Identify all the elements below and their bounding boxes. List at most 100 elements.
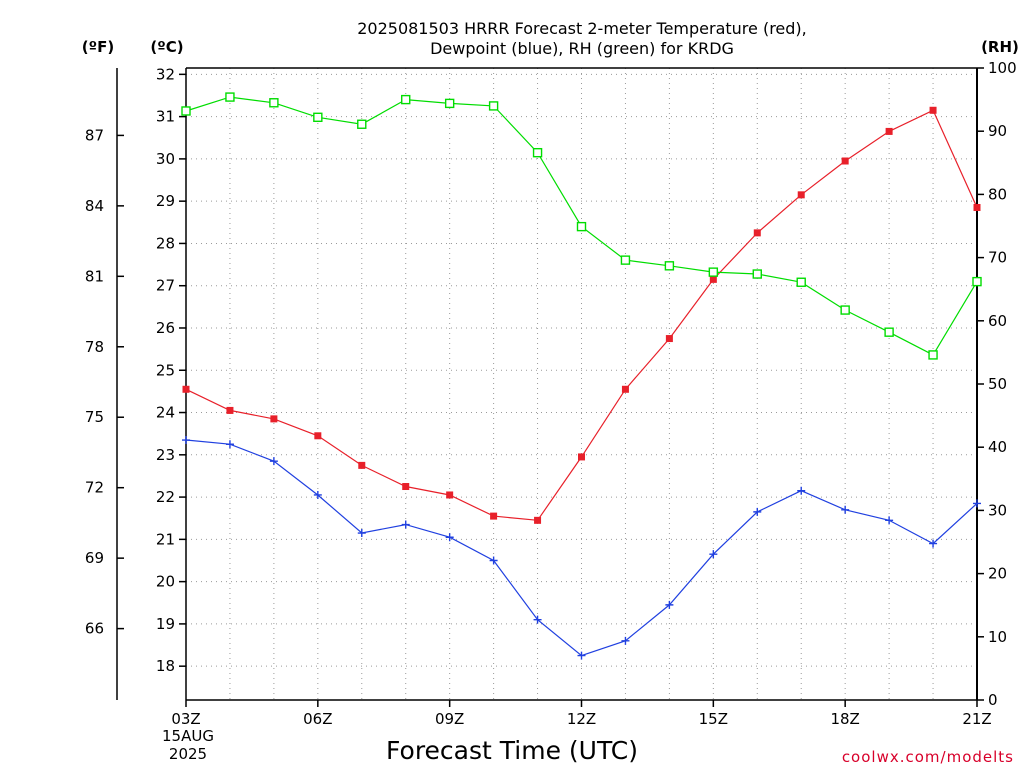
dewpoint-point <box>841 505 850 514</box>
celsius-tick-label: 29 <box>156 192 175 210</box>
x-axis-label: Forecast Time (UTC) <box>386 736 638 765</box>
celsius-tick-label: 24 <box>156 404 175 422</box>
temperature-point <box>534 516 542 524</box>
time-tick-label: 12Z <box>567 710 596 728</box>
time-axis-ticks: 03Z 06Z 09Z 12Z 15Z 18Z 21Z <box>171 700 992 728</box>
time-tick-label: 21Z <box>962 710 991 728</box>
rh-tick-label: 0 <box>988 691 998 709</box>
dewpoint-point <box>709 550 718 559</box>
celsius-tick-label: 27 <box>156 277 175 295</box>
fahrenheit-tick-label: 87 <box>85 126 104 144</box>
rh-tick-label: 40 <box>988 438 1007 456</box>
dewpoint-point <box>489 556 498 565</box>
celsius-axis-ticks: 18 19 20 21 22 23 24 25 26 27 28 29 30 31 32 <box>156 65 186 675</box>
rh-tick-label: 100 <box>988 59 1017 77</box>
credit-text: coolwx.com/modelts <box>842 748 1014 766</box>
temperature-point <box>709 275 717 283</box>
dewpoint-point <box>665 600 674 609</box>
celsius-unit-label: (ºC) <box>150 38 183 56</box>
temperature-point <box>929 106 937 114</box>
temperature-point <box>797 191 805 199</box>
temperature-point <box>841 157 849 165</box>
time-tick-label: 18Z <box>830 710 859 728</box>
chart-title-line-2: Dewpoint (blue), RH (green) for KRDG <box>430 39 734 58</box>
celsius-tick-label: 21 <box>156 530 175 548</box>
fahrenheit-tick-label: 81 <box>85 267 104 285</box>
fahrenheit-axis-ticks: 66 69 72 75 78 81 84 87 <box>85 126 124 638</box>
dewpoint-point <box>269 457 278 466</box>
dewpoint-point <box>313 490 322 499</box>
rh-point <box>752 269 762 279</box>
rh-point <box>664 261 675 271</box>
rh-unit-label: (RH) <box>981 38 1019 56</box>
fahrenheit-tick-label: 84 <box>85 197 104 215</box>
celsius-tick-label: 30 <box>156 150 175 168</box>
temperature-point <box>490 512 498 520</box>
celsius-tick-label: 23 <box>156 446 175 464</box>
rh-tick-label: 50 <box>988 375 1007 393</box>
x-date-label-line-1: 15AUG <box>162 727 214 745</box>
rh-tick-label: 80 <box>988 185 1007 203</box>
temperature-point <box>226 406 234 414</box>
temperature-point <box>578 453 585 461</box>
dewpoint-point <box>753 507 762 516</box>
dewpoint-point <box>929 539 938 548</box>
temperature-point <box>358 461 366 469</box>
dewpoint-point <box>182 436 190 445</box>
celsius-tick-label: 19 <box>156 615 175 633</box>
temperature-point <box>402 483 410 491</box>
time-tick-label: 09Z <box>435 710 464 728</box>
temperature-point <box>885 127 893 135</box>
dewpoint-point <box>797 486 806 495</box>
time-tick-label: 06Z <box>303 710 332 728</box>
rh-tick-label: 30 <box>988 501 1007 519</box>
dewpoint-point <box>225 440 234 449</box>
rh-point <box>225 92 235 102</box>
series-layer <box>181 92 982 660</box>
dewpoint-point <box>577 651 586 660</box>
celsius-tick-label: 22 <box>156 488 175 506</box>
temperature-point <box>621 385 629 393</box>
dewpoint-point <box>973 499 981 508</box>
rh-axis-ticks: 0 10 20 30 40 50 60 70 80 90 100 <box>977 59 1017 709</box>
celsius-tick-label: 18 <box>156 657 175 675</box>
rh-point <box>181 106 191 116</box>
fahrenheit-tick-label: 78 <box>85 338 104 356</box>
fahrenheit-tick-label: 66 <box>85 620 104 638</box>
time-tick-label: 03Z <box>171 710 200 728</box>
fahrenheit-unit-label: (ºF) <box>82 38 114 56</box>
dewpoint-point <box>357 529 366 538</box>
rh-point <box>576 221 587 232</box>
temperature-point <box>182 385 190 393</box>
celsius-tick-label: 20 <box>156 573 175 591</box>
rh-tick-label: 60 <box>988 312 1007 330</box>
temperature-point <box>270 415 278 423</box>
temperature-point <box>314 432 322 440</box>
rh-tick-label: 10 <box>988 628 1007 646</box>
temperature-point <box>665 335 673 343</box>
rh-point <box>840 305 850 315</box>
celsius-tick-label: 31 <box>156 108 175 126</box>
celsius-tick-label: 25 <box>156 361 175 379</box>
rh-point <box>708 267 719 277</box>
time-tick-label: 15Z <box>699 710 728 728</box>
temperature-point <box>446 491 454 499</box>
rh-tick-label: 20 <box>988 565 1007 583</box>
x-date-label-line-2: 2025 <box>169 745 207 763</box>
fahrenheit-tick-label: 72 <box>85 479 104 497</box>
chart-title-line-1: 2025081503 HRRR Forecast 2-meter Tempera… <box>357 19 807 38</box>
grid-lines <box>186 68 977 700</box>
temperature-point <box>753 229 761 237</box>
rh-tick-label: 70 <box>988 249 1007 267</box>
rh-point <box>620 255 631 265</box>
rh-tick-label: 90 <box>988 122 1007 140</box>
fahrenheit-tick-label: 75 <box>85 408 104 426</box>
dewpoint-point <box>885 516 894 525</box>
temperature-point <box>973 204 981 212</box>
dewpoint-point <box>401 520 410 529</box>
rh-point <box>884 327 894 337</box>
fahrenheit-tick-label: 69 <box>85 549 104 567</box>
rh-point <box>269 98 279 108</box>
rh-point <box>401 94 411 105</box>
